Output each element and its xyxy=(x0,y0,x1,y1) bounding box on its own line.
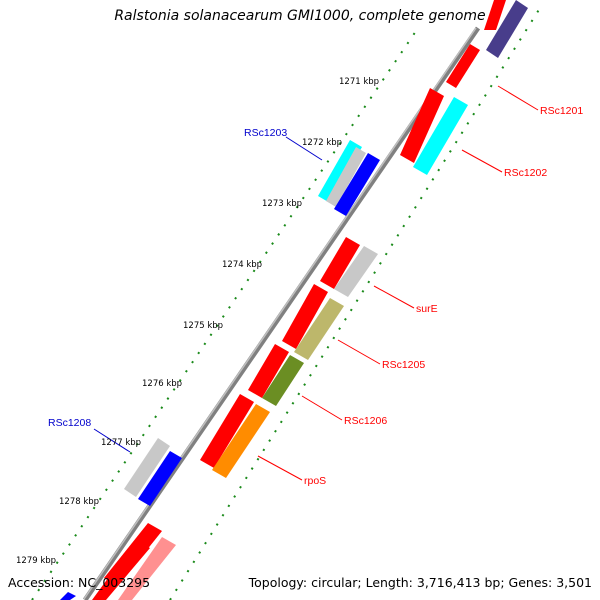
tick-label-1274: 1274 kbp xyxy=(222,260,262,270)
tick-label-1275: 1275 kbp xyxy=(183,321,223,331)
callout-surE xyxy=(373,285,415,309)
cds-rsc1203-blue[interactable] xyxy=(334,153,380,216)
cds-rpos-left[interactable] xyxy=(200,394,254,468)
cds-surE-left[interactable] xyxy=(320,237,360,289)
tick-label-1272: 1272 kbp xyxy=(302,138,342,148)
cds-rsc1205-left[interactable] xyxy=(282,284,328,349)
callout-rpos xyxy=(257,455,303,481)
callout-rsc1205 xyxy=(337,339,381,365)
cds-rsc1203-cyan[interactable] xyxy=(318,140,362,203)
cds-rsc1208-gray[interactable] xyxy=(124,438,170,497)
callout-rsc1208 xyxy=(93,428,131,453)
cds-rsc1202-left[interactable] xyxy=(400,88,444,163)
callout-rsc1203 xyxy=(285,136,323,161)
callout-lines xyxy=(93,85,539,481)
map-title: Ralstonia solanacearum GMI1000, complete… xyxy=(114,8,486,24)
tick-label-1273: 1273 kbp xyxy=(262,199,302,209)
callout-rsc1206 xyxy=(301,395,343,421)
callout-rsc1201 xyxy=(497,85,539,111)
cds-rsc1205[interactable] xyxy=(294,298,344,360)
cds-rsc1206[interactable] xyxy=(262,355,304,406)
cds-rsc1206-left[interactable] xyxy=(248,344,289,398)
gene-label-rsc1206: RSc1206 xyxy=(344,415,387,427)
gene-label-rsc1208: RSc1208 xyxy=(48,417,91,429)
gene-label-rsc1201: RSc1201 xyxy=(540,105,583,117)
tick-label-1271: 1271 kbp xyxy=(339,77,379,87)
cds-rsc1201b[interactable] xyxy=(446,44,480,88)
gene-label-rsc1203: RSc1203 xyxy=(244,127,287,139)
cds-reverse xyxy=(60,0,528,600)
tick-label-1276: 1276 kbp xyxy=(142,379,182,389)
gene-label-rpos: rpoS xyxy=(304,475,326,487)
cds-rpos[interactable] xyxy=(212,404,270,478)
gene-label-rsc1202: RSc1202 xyxy=(504,167,547,179)
cds-bottom-2[interactable] xyxy=(92,540,150,600)
tick-label-1279: 1279 kbp xyxy=(16,556,56,566)
cds-rsc1202[interactable] xyxy=(413,97,468,175)
cds-rsc1201-slate[interactable] xyxy=(486,0,528,58)
cds-bottom-pink[interactable] xyxy=(118,537,176,600)
gene-label-surE: surE xyxy=(416,303,438,315)
tick-label-1277: 1277 kbp xyxy=(101,438,141,448)
tick-label-1278: 1278 kbp xyxy=(59,497,99,507)
cds-rsc1208-blue[interactable] xyxy=(138,451,182,506)
cds-rsc1201[interactable] xyxy=(484,0,506,30)
callout-rsc1202 xyxy=(461,149,503,173)
cds-bottom-blue-stub[interactable] xyxy=(60,592,76,600)
tick-ring-outer xyxy=(31,27,419,600)
cds-forward xyxy=(92,0,506,600)
genome-summary: Topology: circular; Length: 3,716,413 bp… xyxy=(248,575,592,590)
accession-label: Accession: NC_003295 xyxy=(8,575,151,590)
cds-surE[interactable] xyxy=(334,246,378,297)
cds-rsc1203-gray[interactable] xyxy=(326,147,366,207)
tick-ring-inner xyxy=(169,7,541,600)
gene-label-rsc1205: RSc1205 xyxy=(382,359,425,371)
